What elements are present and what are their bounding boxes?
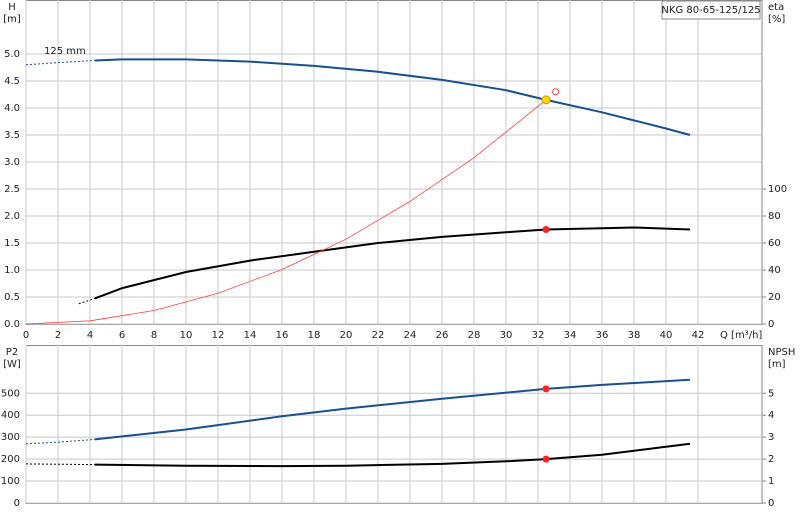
x-tick-label: 28 (468, 330, 481, 341)
y-tick-label: 3.5 (4, 130, 20, 141)
y-axis-unit: [m] (3, 14, 21, 25)
x-tick-label: 22 (372, 330, 385, 341)
x-tick-label: 6 (119, 330, 125, 341)
y2-tick-label: 2 (768, 454, 774, 465)
x-tick-label: 12 (212, 330, 225, 341)
y-tick-label: 4.5 (4, 76, 20, 87)
operating-point (542, 455, 550, 463)
plot-area (25, 345, 763, 504)
y-tick-label: 500 (1, 388, 20, 399)
x-tick-label: 2 (55, 330, 61, 341)
x-tick-label: 18 (308, 330, 321, 341)
y2-axis-unit: [m] (768, 359, 786, 370)
curve (94, 378, 691, 441)
y2-tick-label: 80 (768, 211, 781, 222)
x-tick-label: 34 (564, 330, 577, 341)
x-tick-label: 30 (500, 330, 513, 341)
curve (94, 226, 691, 300)
operating-point (542, 385, 550, 393)
y2-tick-label: 40 (768, 265, 781, 276)
y-tick-label: 300 (1, 432, 20, 443)
x-tick-label: 36 (596, 330, 609, 341)
operating-point (542, 226, 550, 233)
y-tick-label: 2.0 (4, 211, 20, 222)
x-tick-label: 40 (660, 330, 673, 341)
y-tick-label: 0.0 (4, 319, 20, 330)
x-tick-label: 32 (532, 330, 545, 341)
y-tick-label: 0.5 (4, 292, 20, 303)
operating-point (541, 95, 551, 105)
x-tick-label: 16 (276, 330, 289, 341)
curve (94, 442, 691, 468)
x-tick-label: 26 (436, 330, 449, 341)
x-tick-label: 8 (151, 330, 157, 341)
curve (25, 438, 95, 445)
y-axis-label: P2 (6, 347, 18, 358)
y2-tick-label: 5 (768, 388, 774, 399)
y2-tick-label: 60 (768, 238, 781, 249)
y-axis-unit: [W] (3, 359, 21, 370)
curve (94, 58, 691, 136)
y2-axis-label: eta (768, 2, 784, 13)
y-tick-label: 5.0 (4, 49, 20, 60)
y2-tick-label: 100 (768, 184, 787, 195)
y-tick-label: 4.0 (4, 103, 20, 114)
y-tick-label: 400 (1, 410, 20, 421)
curve (25, 463, 95, 466)
curve (78, 297, 95, 305)
x-tick-label: 38 (628, 330, 641, 341)
x-tick-label: 10 (180, 330, 193, 341)
y2-tick-label: 4 (768, 410, 774, 421)
y2-tick-label: 0 (768, 498, 774, 509)
curve (25, 99, 547, 325)
x-tick-label: 4 (87, 330, 93, 341)
x-axis-label: Q [m³/h] (720, 330, 762, 341)
y2-tick-label: 20 (768, 292, 781, 303)
annotation: 125 mm (44, 46, 86, 57)
x-tick-label: 0 (23, 330, 29, 341)
y-tick-label: 1.5 (4, 238, 20, 249)
y-tick-label: 3.0 (4, 157, 20, 168)
x-tick-label: 24 (404, 330, 417, 341)
x-tick-label: 14 (244, 330, 257, 341)
y2-tick-label: 3 (768, 432, 774, 443)
model-name: NKG 80-65-125/125 (661, 5, 760, 16)
y2-axis-unit: [%] (768, 14, 785, 25)
model-box (661, 0, 761, 20)
y-tick-label: 2.5 (4, 184, 20, 195)
operating-point (552, 88, 560, 96)
y-tick-label: 0 (14, 498, 20, 509)
y2-tick-label: 0 (768, 319, 774, 330)
y2-axis-label: NPSH (768, 347, 795, 358)
y2-tick-label: 1 (768, 476, 774, 487)
x-tick-label: 42 (692, 330, 705, 341)
curve (25, 60, 95, 66)
y-axis-label: H (8, 2, 16, 13)
x-tick-label: 20 (340, 330, 353, 341)
y-tick-label: 1.0 (4, 265, 20, 276)
y-tick-label: 100 (1, 476, 20, 487)
y-tick-label: 200 (1, 454, 20, 465)
